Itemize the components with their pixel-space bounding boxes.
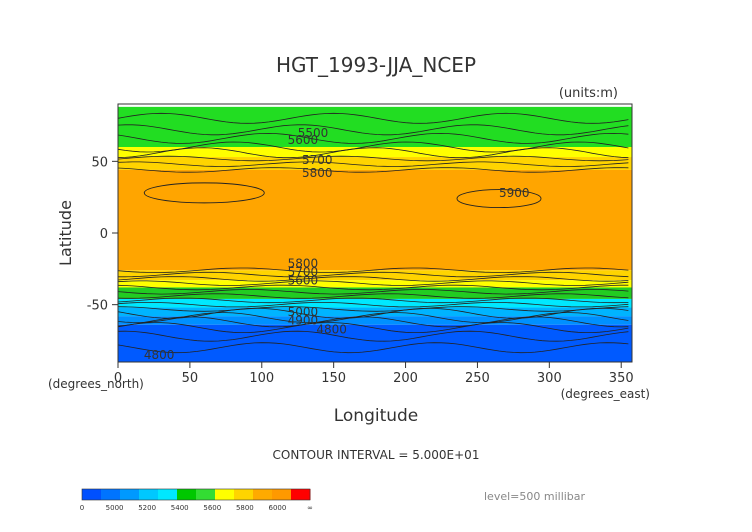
contour-label: 5600 — [288, 133, 319, 147]
contour-line — [117, 147, 629, 159]
colorbar-tick-label: 6000 — [269, 504, 287, 512]
contour-label: 5700 — [288, 265, 319, 279]
contour-line — [118, 271, 629, 278]
y-axis: 50 0 -50 — [87, 155, 118, 314]
contour-line — [117, 167, 629, 173]
contour-line — [117, 302, 629, 308]
contour-label: 4800 — [144, 348, 175, 362]
colorbar-swatch — [272, 489, 292, 500]
contour-line — [117, 161, 629, 167]
colorbar-swatch — [234, 489, 254, 500]
x-axis-label: Longitude — [334, 406, 419, 426]
y-unit-label: (degrees_north) — [48, 377, 144, 391]
contour-line — [117, 316, 629, 328]
contour-line — [117, 280, 629, 286]
contour-band — [118, 298, 632, 308]
contour-line — [117, 293, 629, 299]
contour-line — [117, 155, 629, 162]
x-unit-label: (degrees_east) — [561, 387, 650, 401]
colorbar-tick-label: 5800 — [236, 504, 254, 512]
plot-area: 5500560057005800590058005700560050004900… — [117, 103, 633, 363]
contour-line — [117, 124, 629, 136]
contour-label: 5500 — [298, 126, 329, 140]
contour-line — [117, 342, 629, 354]
contour-line — [117, 267, 629, 274]
contour-label: 5900 — [499, 186, 530, 200]
contour-band — [118, 104, 632, 107]
contour-band — [118, 324, 632, 362]
colorbar-frame — [81, 488, 311, 501]
colorbar-swatch — [215, 489, 235, 500]
contour-line — [117, 297, 629, 304]
y-tick-label: 50 — [91, 155, 108, 170]
x-tick-label: 150 — [321, 371, 346, 386]
contour-band — [118, 270, 632, 281]
contour-label: 4900 — [288, 314, 319, 328]
colorbar-tick-label: ∞ — [307, 504, 313, 512]
contour-label: 5600 — [288, 274, 319, 288]
contour-band — [118, 169, 632, 271]
colorbar: 0 5000 5200 5400 5600 5800 6000 ∞ — [80, 488, 313, 512]
x-tick-label: 250 — [465, 371, 490, 386]
colorbar-swatch — [120, 489, 140, 500]
colorbar-swatch — [158, 489, 178, 500]
contour-line — [117, 307, 629, 319]
x-axis: 0 50 100 150 200 250 300 350 — [114, 362, 634, 386]
contour-band — [118, 147, 632, 158]
contour-band — [118, 287, 632, 299]
contour-band — [118, 316, 632, 325]
colorbar-tick-label: 0 — [80, 504, 84, 512]
contour-line — [117, 276, 629, 282]
level-text: level=500 millibar — [484, 490, 586, 503]
y-tick-label: 0 — [100, 227, 108, 242]
colorbar-tick-label: 5200 — [138, 504, 156, 512]
contour-label: 5000 — [288, 305, 319, 319]
colorbar-tick-label: 5000 — [106, 504, 124, 512]
colorbar-tick-label: 5400 — [171, 504, 189, 512]
contour-line — [117, 132, 629, 144]
chart-title: HGT_1993-JJA_NCEP — [276, 53, 476, 77]
contour-label: 5800 — [302, 166, 333, 180]
x-tick-label: 300 — [537, 371, 562, 386]
contour-band — [118, 157, 632, 170]
x-tick-label: 0 — [114, 371, 122, 386]
colorbar-swatch — [139, 489, 159, 500]
y-axis-label: Latitude — [56, 200, 75, 266]
x-tick-label: 100 — [249, 371, 274, 386]
x-tick-label: 50 — [182, 371, 199, 386]
contour-line — [117, 112, 629, 124]
colorbar-swatch — [291, 489, 311, 500]
contour-band — [118, 280, 632, 288]
x-tick-label: 350 — [609, 371, 634, 386]
colorbar-swatch — [177, 489, 197, 500]
contour-line — [117, 284, 629, 291]
colorbar-swatch — [101, 489, 121, 500]
x-tick-label: 200 — [393, 371, 418, 386]
contour-line — [117, 312, 629, 324]
contour-label: 5800 — [288, 256, 319, 270]
contour-band — [118, 307, 632, 317]
contour-line — [117, 330, 629, 342]
contour-line — [117, 306, 629, 312]
contour-label: 4800 — [316, 322, 347, 336]
y-tick-label: -50 — [87, 299, 108, 314]
contour-line — [117, 141, 629, 153]
contour-line — [117, 289, 629, 295]
units-label: (units:m) — [559, 86, 618, 101]
colorbar-swatch — [82, 489, 102, 500]
contour-line — [143, 182, 265, 204]
colorbar-tick-label: 5600 — [203, 504, 221, 512]
colorbar-swatch — [253, 489, 273, 500]
contour-label: 5700 — [302, 153, 333, 167]
contour-line — [117, 322, 629, 333]
colorbar-swatch — [196, 489, 216, 500]
contour-interval-text: CONTOUR INTERVAL = 5.000E+01 — [273, 448, 480, 462]
contour-line — [456, 189, 542, 209]
contour-band — [118, 106, 632, 147]
